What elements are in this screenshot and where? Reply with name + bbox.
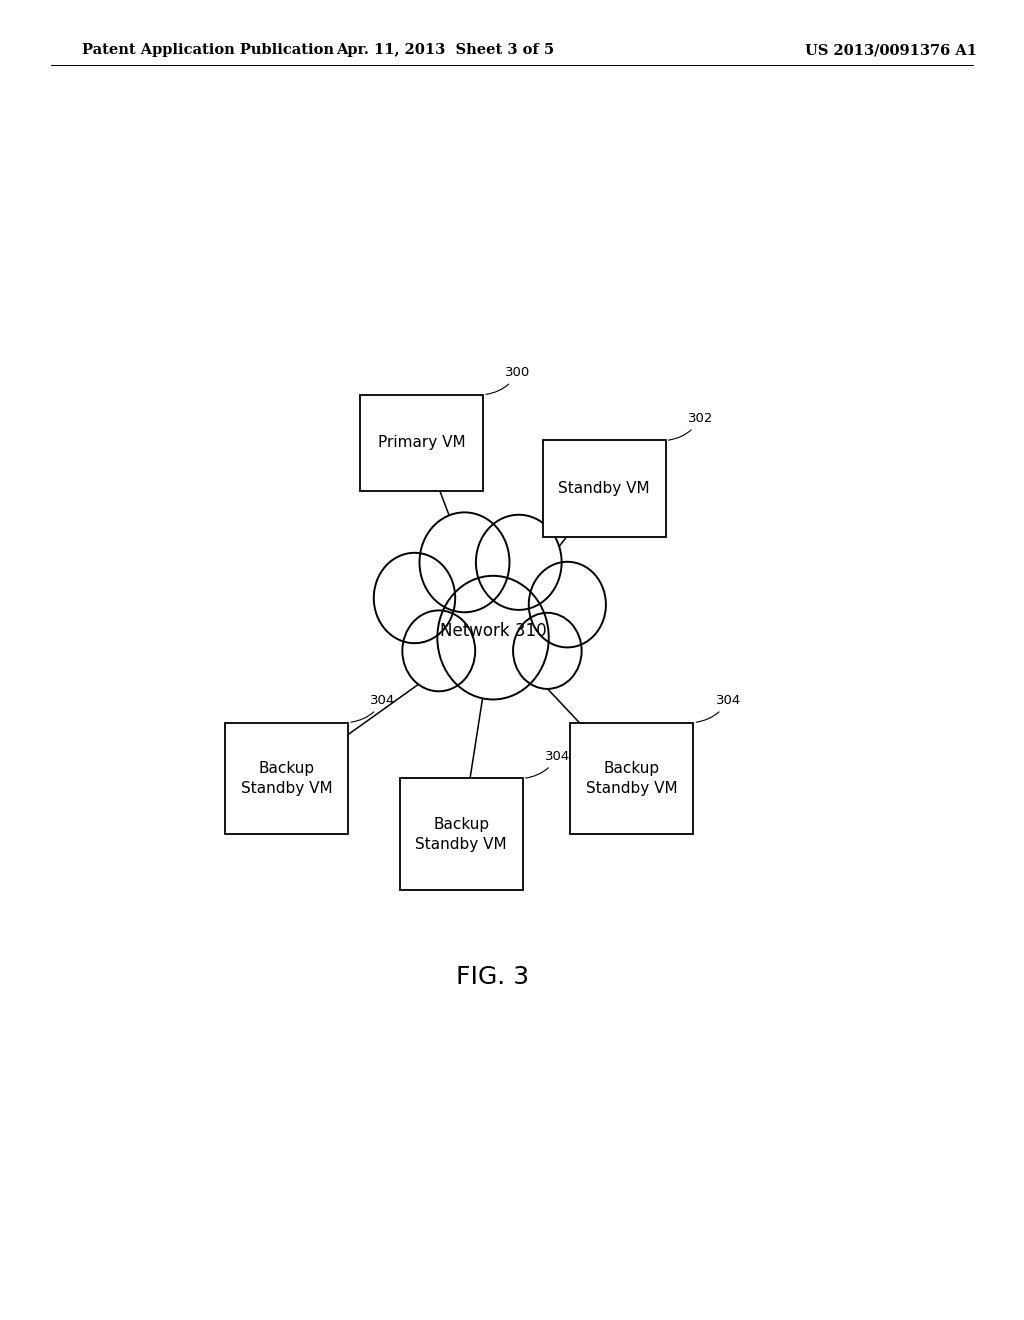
Text: Patent Application Publication: Patent Application Publication (82, 44, 334, 57)
Bar (360, 395, 483, 491)
Text: Backup
Standby VM: Backup Standby VM (586, 762, 678, 796)
Text: Primary VM: Primary VM (378, 436, 466, 450)
Ellipse shape (420, 512, 510, 612)
Bar (570, 722, 693, 834)
Ellipse shape (437, 576, 549, 700)
Text: Standby VM: Standby VM (558, 482, 650, 496)
Bar (399, 779, 523, 890)
Text: Network 310: Network 310 (439, 622, 547, 640)
Ellipse shape (374, 553, 456, 643)
Bar (543, 441, 666, 537)
Text: 304: 304 (351, 694, 395, 722)
Ellipse shape (513, 612, 582, 689)
Ellipse shape (528, 562, 606, 647)
Ellipse shape (402, 610, 475, 692)
Ellipse shape (476, 515, 561, 610)
Text: FIG. 3: FIG. 3 (457, 965, 529, 989)
Text: Backup
Standby VM: Backup Standby VM (241, 762, 333, 796)
Text: 300: 300 (486, 367, 530, 395)
Text: 304: 304 (525, 750, 570, 777)
Text: Backup
Standby VM: Backup Standby VM (416, 817, 507, 851)
Bar (225, 722, 348, 834)
Text: 304: 304 (696, 694, 741, 722)
Text: 302: 302 (669, 412, 714, 440)
Text: Apr. 11, 2013  Sheet 3 of 5: Apr. 11, 2013 Sheet 3 of 5 (336, 44, 555, 57)
Text: US 2013/0091376 A1: US 2013/0091376 A1 (805, 44, 977, 57)
